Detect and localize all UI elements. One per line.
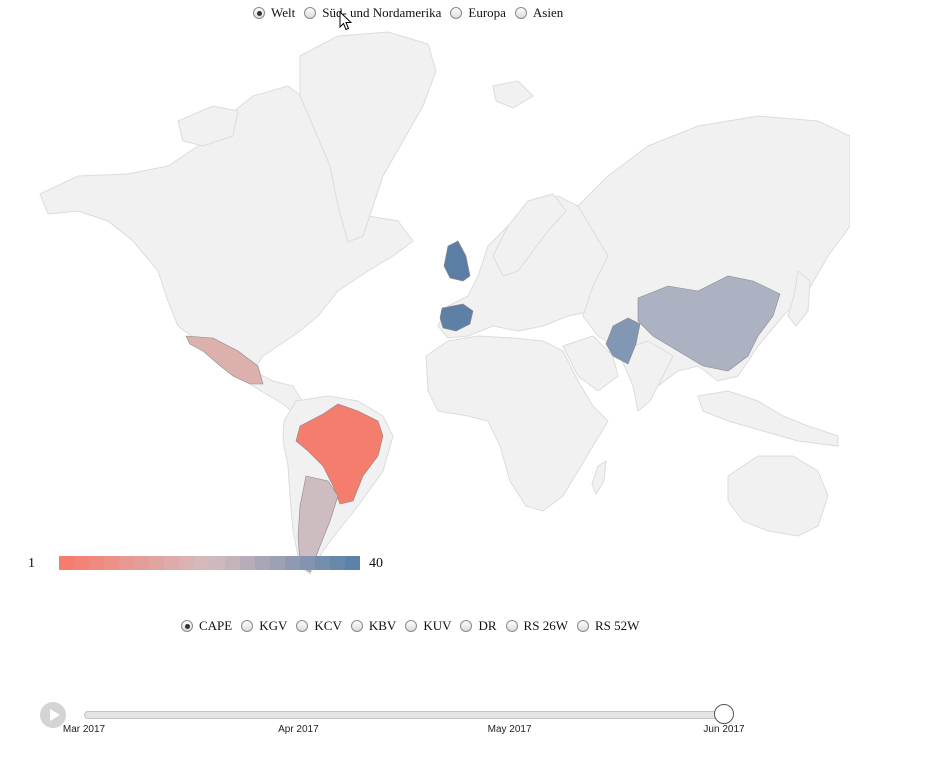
legend-gradient-bar: [59, 556, 360, 570]
metric-option-kcv[interactable]: KCV: [296, 618, 342, 634]
metric-option-rs26w[interactable]: RS 26W: [505, 618, 568, 634]
legend-swatch: [119, 556, 135, 570]
metric-label: DR: [478, 618, 497, 633]
legend-swatch: [344, 556, 360, 570]
region-selector: Welt Süd- und Nordamerika Europa Asien: [253, 5, 572, 21]
legend-swatch: [314, 556, 330, 570]
land-masses: [39, 31, 850, 575]
legend-swatch: [179, 556, 195, 570]
slider-track[interactable]: [84, 711, 724, 719]
land-arctic-islands: [177, 105, 239, 147]
play-button[interactable]: [40, 702, 66, 728]
land-madagascar: [591, 460, 607, 496]
timeline-tick-label: May 2017: [487, 724, 532, 735]
timeline-tick-label: Jun 2017: [703, 724, 745, 735]
highlighted-countries: [185, 240, 781, 573]
legend-swatch: [74, 556, 90, 570]
radio-button[interactable]: [350, 620, 363, 632]
legend-swatch: [269, 556, 285, 570]
legend-swatch: [329, 556, 345, 570]
timeline-slider: Mar 2017 Apr 2017 May 2017 Jun 2017: [40, 702, 760, 742]
metric-label: KBV: [368, 618, 397, 633]
metric-option-kbv[interactable]: KBV: [350, 618, 397, 634]
world-map-svg: [39, 31, 850, 575]
land-north-america: [39, 85, 414, 372]
legend-swatch: [59, 556, 75, 570]
legend-swatch: [164, 556, 180, 570]
land-africa: [425, 335, 609, 512]
radio-button[interactable]: [296, 620, 309, 632]
land-japan: [787, 270, 811, 327]
metric-label: KGV: [259, 618, 288, 633]
region-label: Asien: [532, 5, 564, 20]
metric-label: CAPE: [199, 618, 233, 633]
country-brazil[interactable]: [295, 403, 384, 505]
region-label: Welt: [271, 5, 296, 20]
legend-swatch: [254, 556, 270, 570]
land-scandinavia: [492, 193, 567, 277]
legend-swatch: [194, 556, 210, 570]
country-mexico[interactable]: [185, 335, 264, 385]
radio-button[interactable]: [514, 7, 527, 19]
country-united-kingdom[interactable]: [443, 240, 471, 282]
radio-button[interactable]: [241, 620, 254, 632]
metric-label: RS 52W: [594, 618, 640, 633]
radio-button[interactable]: [505, 620, 518, 632]
radio-button[interactable]: [253, 7, 265, 19]
land-india: [617, 340, 674, 412]
radio-button[interactable]: [304, 7, 317, 19]
slider-handle[interactable]: [714, 704, 734, 724]
legend-swatch: [284, 556, 300, 570]
region-option-asien[interactable]: Asien: [514, 5, 564, 21]
radio-button[interactable]: [460, 620, 473, 632]
country-china[interactable]: [637, 275, 781, 372]
metric-option-kgv[interactable]: KGV: [241, 618, 287, 634]
radio-button[interactable]: [181, 620, 193, 632]
legend-swatch: [209, 556, 225, 570]
legend-max-label: 40: [369, 556, 383, 571]
land-arabia: [562, 335, 619, 392]
land-svalbard: [492, 80, 534, 109]
metric-selector: CAPE KGV KCV KBV KUV DR RS 26W RS 52W: [181, 618, 648, 634]
legend-swatch: [134, 556, 150, 570]
metric-label: KCV: [314, 618, 342, 633]
mouse-cursor-icon: [339, 11, 353, 31]
metric-option-kuv[interactable]: KUV: [405, 618, 451, 634]
metric-option-dr[interactable]: DR: [460, 618, 497, 634]
legend-min-label: 1: [28, 556, 35, 571]
radio-button[interactable]: [576, 620, 589, 632]
metric-label: KUV: [423, 618, 452, 633]
metric-option-cape[interactable]: CAPE: [181, 618, 232, 634]
timeline-tick-label: Mar 2017: [62, 724, 106, 735]
legend-swatch: [149, 556, 165, 570]
legend-swatch: [224, 556, 240, 570]
metric-option-rs52w[interactable]: RS 52W: [576, 618, 640, 634]
legend-swatch: [239, 556, 255, 570]
region-option-amerika[interactable]: Süd- und Nordamerika: [304, 5, 441, 21]
legend-swatch: [104, 556, 120, 570]
country-spain[interactable]: [439, 303, 474, 332]
radio-button[interactable]: [450, 7, 463, 19]
land-southeast-asia: [697, 390, 839, 447]
land-australia: [727, 455, 829, 537]
country-pakistan[interactable]: [605, 317, 641, 365]
legend-swatch: [89, 556, 105, 570]
land-greenland: [299, 31, 437, 243]
radio-button[interactable]: [405, 620, 418, 632]
timeline-tick-label: Apr 2017: [278, 724, 319, 735]
region-label: Europa: [468, 5, 506, 20]
legend-swatch: [299, 556, 315, 570]
world-map: [38, 26, 850, 576]
metric-label: RS 26W: [523, 618, 568, 633]
region-label: Süd- und Nordamerika: [322, 5, 442, 20]
region-option-welt[interactable]: Welt: [253, 5, 295, 21]
region-option-europa[interactable]: Europa: [450, 5, 506, 21]
